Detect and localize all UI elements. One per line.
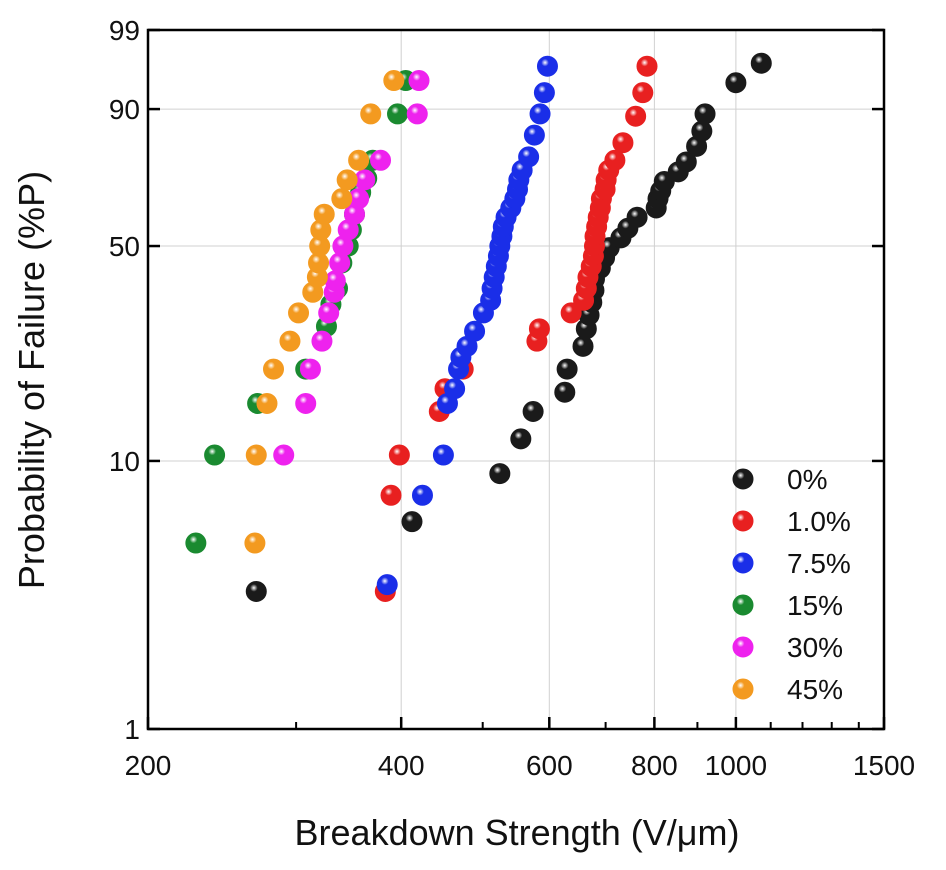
data-point bbox=[324, 270, 346, 292]
data-point bbox=[185, 532, 207, 554]
data-point bbox=[311, 330, 333, 352]
data-point bbox=[313, 203, 335, 225]
data-point bbox=[411, 484, 433, 506]
y-tick-label: 50 bbox=[109, 231, 140, 262]
y-tick-label: 99 bbox=[109, 15, 140, 46]
data-point bbox=[288, 302, 310, 324]
legend-marker bbox=[732, 594, 754, 616]
data-point bbox=[518, 146, 540, 168]
grid-lines bbox=[148, 30, 884, 729]
data-point bbox=[256, 392, 278, 414]
data-point bbox=[556, 358, 578, 380]
legend-label: 1.0% bbox=[787, 506, 851, 537]
data-point bbox=[489, 463, 511, 485]
y-tick-label: 10 bbox=[109, 446, 140, 477]
data-point bbox=[725, 72, 747, 94]
x-tick-label: 400 bbox=[378, 750, 425, 781]
legend-marker bbox=[732, 510, 754, 532]
plot-frame bbox=[146, 28, 886, 731]
legend-marker bbox=[732, 678, 754, 700]
data-point bbox=[529, 103, 551, 125]
x-axis-title: Breakdown Strength (V/μm) bbox=[295, 812, 740, 853]
data-point bbox=[370, 149, 392, 171]
data-point bbox=[360, 103, 382, 125]
data-point bbox=[625, 105, 647, 127]
data-point bbox=[626, 206, 648, 228]
data-point bbox=[331, 188, 353, 210]
data-point bbox=[245, 444, 267, 466]
x-tick-label: 800 bbox=[631, 750, 678, 781]
data-point bbox=[432, 444, 454, 466]
data-point bbox=[444, 378, 466, 400]
x-tick-label: 200 bbox=[125, 750, 172, 781]
data-point bbox=[560, 302, 582, 324]
data-point bbox=[336, 169, 358, 191]
y-tick-label: 1 bbox=[124, 714, 140, 745]
data-point bbox=[299, 358, 321, 380]
data-point bbox=[401, 511, 423, 533]
x-axis: 200 400 600 800 1000 1500 bbox=[125, 717, 915, 781]
x-tick-label: 1000 bbox=[705, 750, 767, 781]
legend-label: 0% bbox=[787, 464, 827, 495]
data-point bbox=[244, 532, 266, 554]
data-point bbox=[523, 124, 545, 146]
data-point bbox=[632, 82, 654, 104]
legend-label: 15% bbox=[787, 590, 843, 621]
legend: 0% 1.0% 7.5% 15% 30% 45% bbox=[732, 464, 851, 705]
data-point bbox=[510, 428, 532, 450]
data-point bbox=[380, 484, 402, 506]
legend-marker bbox=[732, 552, 754, 574]
data-point bbox=[406, 103, 428, 125]
legend-marker bbox=[732, 468, 754, 490]
data-point bbox=[388, 444, 410, 466]
data-point bbox=[636, 55, 658, 77]
legend-marker bbox=[732, 636, 754, 658]
data-point bbox=[263, 358, 285, 380]
data-point bbox=[612, 132, 634, 154]
data-point bbox=[204, 444, 226, 466]
data-point bbox=[376, 574, 398, 596]
data-point bbox=[604, 149, 626, 171]
data-point bbox=[383, 70, 405, 92]
x-tick-label: 1500 bbox=[853, 750, 915, 781]
data-point bbox=[408, 70, 430, 92]
data-point bbox=[675, 151, 697, 173]
y-axis: 1 10 50 90 99 bbox=[109, 15, 884, 745]
data-point bbox=[572, 335, 594, 357]
data-point bbox=[387, 103, 409, 125]
data-points bbox=[185, 52, 772, 602]
data-point bbox=[522, 400, 544, 422]
data-point bbox=[318, 302, 340, 324]
legend-label: 7.5% bbox=[787, 548, 851, 579]
data-point bbox=[536, 55, 558, 77]
data-point bbox=[348, 149, 370, 171]
data-point bbox=[691, 120, 713, 142]
data-point bbox=[295, 392, 317, 414]
legend-label: 30% bbox=[787, 632, 843, 663]
data-point bbox=[464, 320, 486, 342]
data-point bbox=[279, 330, 301, 352]
data-point bbox=[533, 82, 555, 104]
legend-label: 45% bbox=[787, 674, 843, 705]
data-point bbox=[528, 318, 550, 340]
data-point bbox=[694, 103, 716, 125]
data-point bbox=[273, 444, 295, 466]
data-point bbox=[245, 580, 267, 602]
data-point bbox=[750, 52, 772, 74]
y-axis-title: Probability of Failure (%P) bbox=[11, 171, 52, 589]
data-point bbox=[554, 381, 576, 403]
x-tick-label: 600 bbox=[526, 750, 573, 781]
y-tick-label: 90 bbox=[109, 94, 140, 125]
data-point bbox=[354, 169, 376, 191]
